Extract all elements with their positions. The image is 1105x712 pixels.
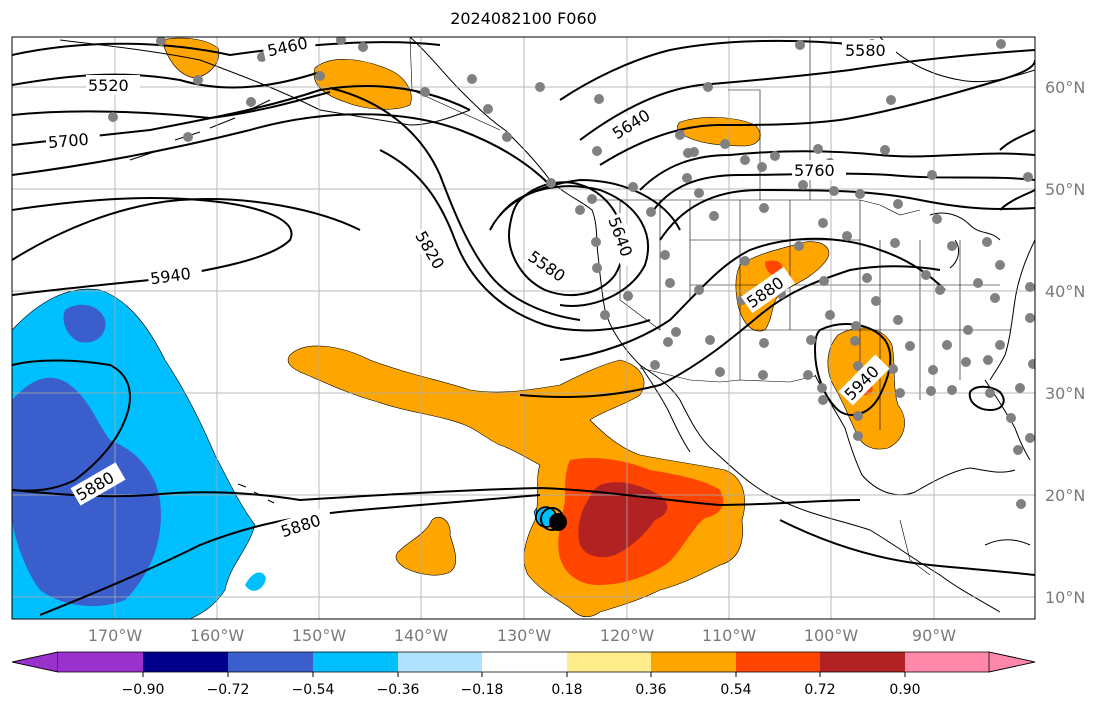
longitude-label: 160°W [189, 626, 245, 645]
longitude-label: 100°W [803, 626, 859, 645]
colorbar-segment [651, 652, 736, 672]
contour-label: 5940 [149, 264, 192, 288]
negative-anomaly-patch [245, 572, 266, 591]
colorbar-tick-label: 0.18 [551, 682, 583, 698]
colorbar-tick-label: 0.54 [720, 682, 752, 698]
contour-label: 5760 [794, 161, 835, 180]
colorbar-tick-label: −0.18 [460, 682, 504, 698]
latitude-label: 20°N [1045, 486, 1086, 505]
hudson-bay [879, 37, 1035, 83]
longitude-label: 120°W [599, 626, 655, 645]
contour-label: 5820 [411, 228, 448, 273]
colorbar-segment [905, 652, 989, 672]
longitude-label: 130°W [496, 626, 552, 645]
colorbar-segment [313, 652, 398, 672]
east-coast [989, 239, 1035, 381]
gulf-coastline [814, 374, 1016, 496]
colorbar-segment [398, 652, 482, 672]
storm-center-marker [535, 506, 567, 531]
contour-label: 5580 [845, 41, 886, 60]
colorbar-tick-label: −0.54 [291, 682, 335, 698]
colorbar [11, 651, 1036, 677]
colorbar-segment [11, 651, 59, 673]
longitude-label: 170°W [87, 626, 143, 645]
colorbar-segment [58, 652, 143, 672]
extreme-positive-anomaly [578, 482, 668, 558]
baja-coastline [639, 364, 691, 453]
positive-anomaly-region [395, 516, 457, 576]
colorbar-tick-label: −0.36 [376, 682, 420, 698]
colorbar-tick-label: 0.90 [889, 682, 921, 698]
colorbar-segment [988, 651, 1036, 673]
great-lakes [929, 212, 1001, 269]
latitude-label: 60°N [1045, 78, 1086, 97]
map-area: 5460 5520 5580 5700 5640 5760 5580 5640 … [12, 37, 1035, 619]
contour-label: 5640 [609, 106, 654, 144]
latitude-label: 40°N [1045, 282, 1086, 301]
longitude-label: 110°W [701, 626, 757, 645]
colorbar-tick-label: −0.90 [121, 682, 165, 698]
positive-anomaly-region [313, 59, 412, 110]
colorbar-segment [143, 652, 228, 672]
contour-label: 5700 [47, 130, 89, 152]
latitude-label: 10°N [1045, 588, 1086, 607]
longitude-label: 150°W [291, 626, 347, 645]
longitude-label: 140°W [393, 626, 449, 645]
caribbean-islands [984, 539, 1031, 546]
map-frame [11, 36, 1036, 620]
colorbar-segment [567, 652, 651, 672]
latitude-label: 50°N [1045, 180, 1086, 199]
contour-label: 5640 [604, 214, 636, 259]
contour-label: 5520 [88, 76, 129, 95]
map-title: 2024082100 F060 [450, 9, 597, 28]
colorbar-segment [820, 652, 905, 672]
latitude-label: 30°N [1045, 384, 1086, 403]
colorbar-tick-label: 0.72 [804, 682, 836, 698]
colorbar-tick-label: 0.36 [635, 682, 667, 698]
longitude-label: 90°W [911, 626, 957, 645]
colorbar-segment [228, 652, 313, 672]
colorbar-tick-label: −0.72 [206, 682, 250, 698]
colorbar-segment [482, 652, 567, 672]
contour-label: 5880 [278, 511, 323, 542]
colorbar-segment [736, 652, 820, 672]
negative-anomaly-core [63, 304, 106, 343]
positive-anomaly-region [677, 117, 761, 147]
